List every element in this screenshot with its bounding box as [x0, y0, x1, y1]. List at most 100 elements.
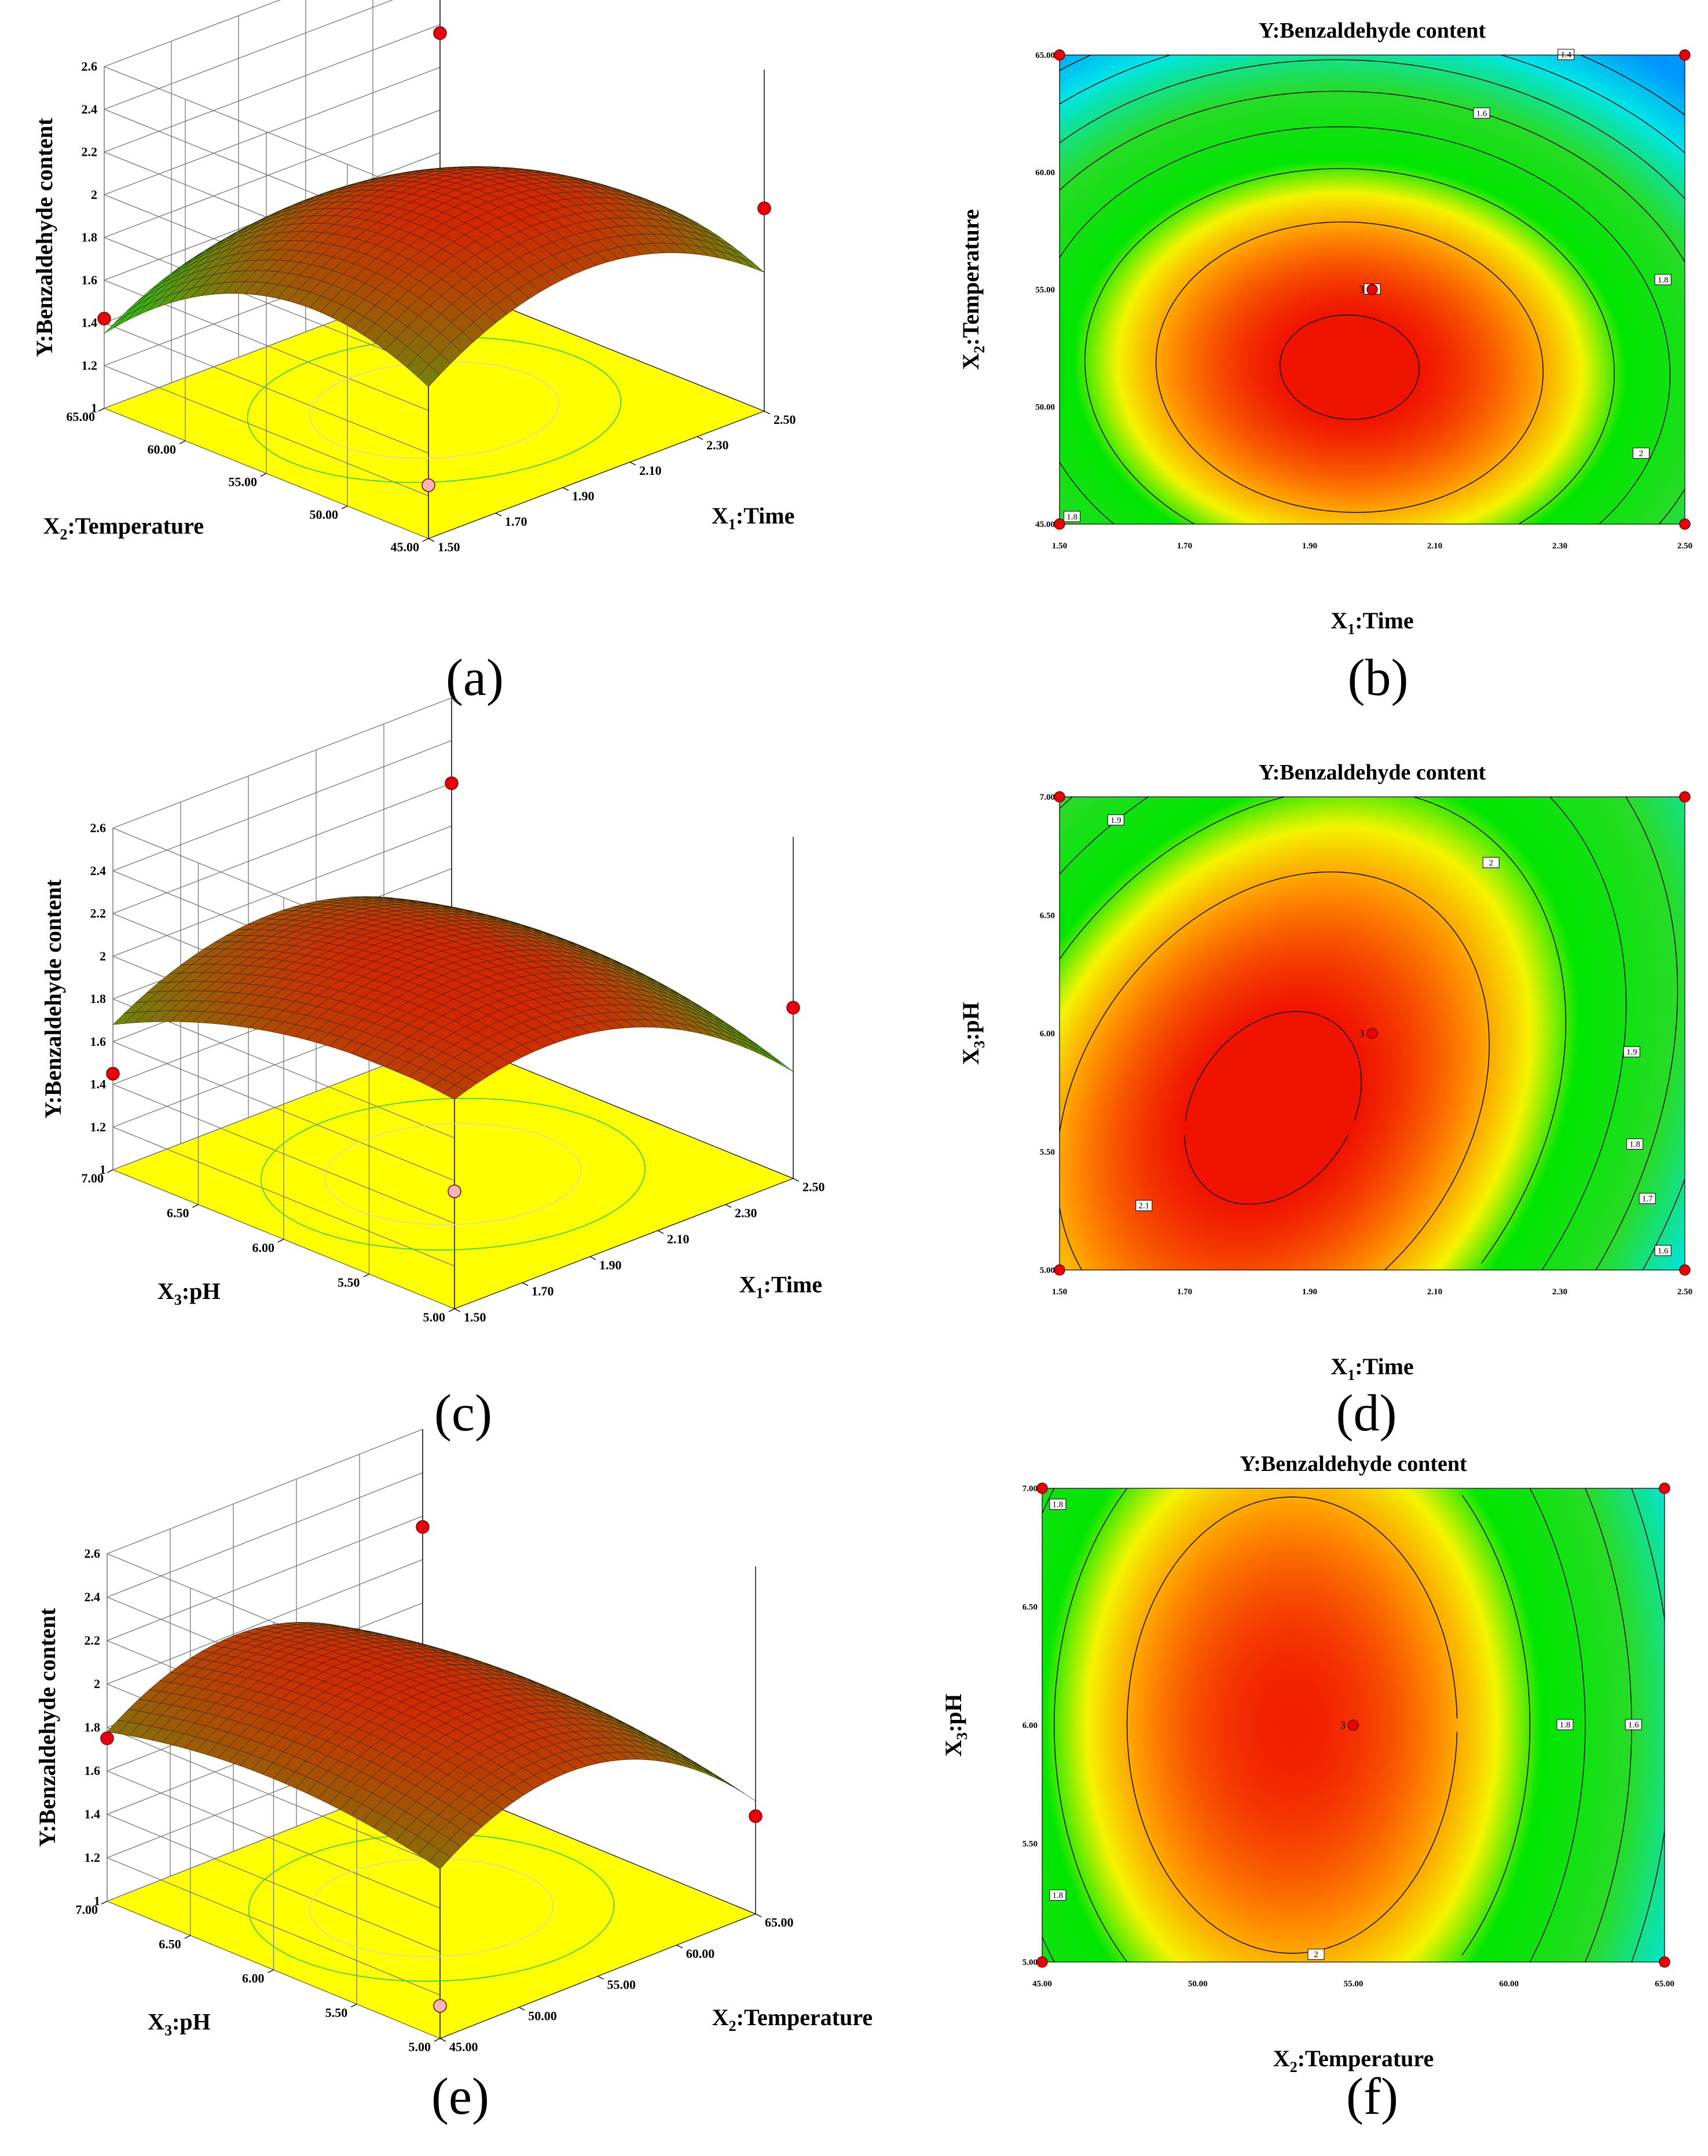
- contour-label-box: [1654, 274, 1672, 285]
- contour-label: 2: [1314, 1950, 1318, 1960]
- x-tick: [764, 411, 771, 415]
- y-tick-label: 6.50: [159, 1937, 181, 1951]
- z-tick-label: 1.8: [82, 230, 98, 244]
- floor-contour: [324, 1123, 582, 1225]
- x-tick-label: 2.50: [802, 1180, 825, 1194]
- y-tick-label: 50.00: [1035, 403, 1055, 412]
- contour-line: [1042, 1488, 1586, 1963]
- z-tick-label: 1: [100, 1162, 106, 1177]
- x-tick-label: 50.00: [528, 2008, 557, 2023]
- x-tick: [428, 538, 435, 542]
- center-point-label: 3: [1359, 1028, 1365, 1039]
- chart-title: Y:Benzaldehyde content: [1259, 760, 1486, 785]
- contour-label-box: [1107, 814, 1124, 826]
- y-tick-label: 5.50: [338, 1275, 360, 1290]
- z-tick-label: 1.2: [82, 358, 98, 372]
- contour-line: [1155, 221, 1544, 513]
- y-tick-label: 5.50: [1022, 1840, 1038, 1849]
- surface-facet: [428, 1850, 451, 1869]
- y-axis-label: X3:pH: [157, 1278, 221, 1308]
- x-tick-label: 2.50: [1677, 1287, 1692, 1297]
- x-tick-label: 1.70: [1177, 1287, 1192, 1297]
- y-tick-label: 6.50: [1040, 911, 1055, 920]
- wall-gridline: [104, 0, 394, 110]
- z-tick-label: 1.6: [85, 1763, 101, 1778]
- contour-label: 2: [1639, 449, 1644, 459]
- chart-title: Y:Benzaldehyde content: [1259, 19, 1486, 43]
- y-tick: [267, 1969, 274, 1974]
- x-tick-label: 1.50: [464, 1310, 486, 1324]
- contour-line: [1059, 54, 1685, 153]
- contour-label: 1.8: [1560, 1721, 1571, 1730]
- contour-line: [1054, 1488, 1531, 1963]
- surface-facet: [770, 1056, 794, 1072]
- design-point-3d: [100, 1732, 114, 1745]
- contour-plot-d: 1.9 2 2.1 1.9 1.8 1.7 1.6 3 1.50 1.70 1.90 2.10 2.30…: [958, 760, 1692, 1383]
- y-tick: [434, 2038, 441, 2042]
- design-point: [1679, 1264, 1691, 1276]
- contour-label-box: [1557, 49, 1575, 60]
- surface-facet: [442, 1085, 466, 1100]
- y-tick: [101, 1901, 108, 1905]
- x-axis-label: X1:Time: [712, 503, 794, 533]
- design-point: [1054, 1264, 1065, 1276]
- x-tick: [629, 462, 636, 466]
- x-tick: [522, 1282, 529, 1286]
- contour-line: [1059, 871, 1490, 1271]
- wall-gridline: [112, 740, 452, 872]
- z-tick-label: 1.2: [85, 1850, 101, 1865]
- contour-line: [1059, 59, 1685, 199]
- y-tick: [107, 1169, 113, 1173]
- contour-label-box: [1049, 1889, 1066, 1901]
- contour-label: 1.9: [1110, 816, 1121, 825]
- y-tick-label: 5.50: [325, 2005, 348, 2020]
- design-point-3d: [416, 1520, 430, 1534]
- y-tick-label: 5.00: [409, 2040, 431, 2054]
- contour-label-box: [1482, 856, 1500, 868]
- design-point: [1659, 1483, 1670, 1494]
- x-axis-label: X2:Temperature: [1273, 2045, 1434, 2076]
- y-tick: [192, 1204, 199, 1208]
- contour-line: [1059, 796, 1567, 1264]
- x-tick: [657, 1230, 664, 1234]
- design-point-3d: [786, 1001, 800, 1015]
- z-tick-label: 2.4: [90, 863, 107, 878]
- x-tick-label: 1.70: [532, 1284, 554, 1298]
- z-tick-label: 1.8: [85, 1720, 101, 1734]
- wall-gridline: [107, 1516, 423, 1641]
- x-tick-label: 2.30: [1552, 541, 1567, 551]
- wall-gridline: [107, 1429, 423, 1554]
- y-tick-label: 5.00: [1040, 1266, 1055, 1275]
- panel-label-f: (f): [1346, 2068, 1398, 2125]
- y-tick-label: 55.00: [229, 475, 258, 489]
- x-tick-label: 2.30: [1552, 1287, 1567, 1297]
- y-tick-label: 7.00: [82, 1171, 104, 1185]
- x-tick: [495, 513, 502, 517]
- center-point-label: 3: [1340, 1719, 1346, 1731]
- contour-label-box: [1639, 1192, 1656, 1204]
- design-point: [1036, 1483, 1048, 1494]
- contour-line: [1585, 1488, 1632, 1963]
- x-tick: [793, 1178, 800, 1182]
- contour-line: [1631, 1488, 1665, 1963]
- chart-title: Y:Benzaldehyde content: [1240, 1452, 1467, 1476]
- wall-gridline: [112, 825, 452, 957]
- z-tick-label: 2.6: [90, 821, 107, 835]
- contour-label: 1.9: [1626, 1048, 1637, 1057]
- x-tick-label: 1.90: [599, 1258, 622, 1272]
- x-tick: [562, 487, 569, 491]
- panel-label-d: (d): [1336, 1385, 1397, 1442]
- design-point-3d: [445, 776, 459, 790]
- x-tick: [755, 1913, 762, 1917]
- contour-label: 1.8: [1658, 276, 1669, 285]
- y-tick: [422, 538, 429, 542]
- y-tick-label: 7.00: [1022, 1484, 1038, 1494]
- contour-line: [1642, 1178, 1685, 1271]
- y-axis-label: X3:pH: [940, 1694, 970, 1757]
- contour-border: [1059, 54, 1685, 525]
- contour-line: [1059, 54, 1685, 116]
- y-tick: [260, 473, 267, 477]
- x-tick: [439, 2038, 446, 2042]
- y-tick-label: 60.00: [148, 442, 177, 456]
